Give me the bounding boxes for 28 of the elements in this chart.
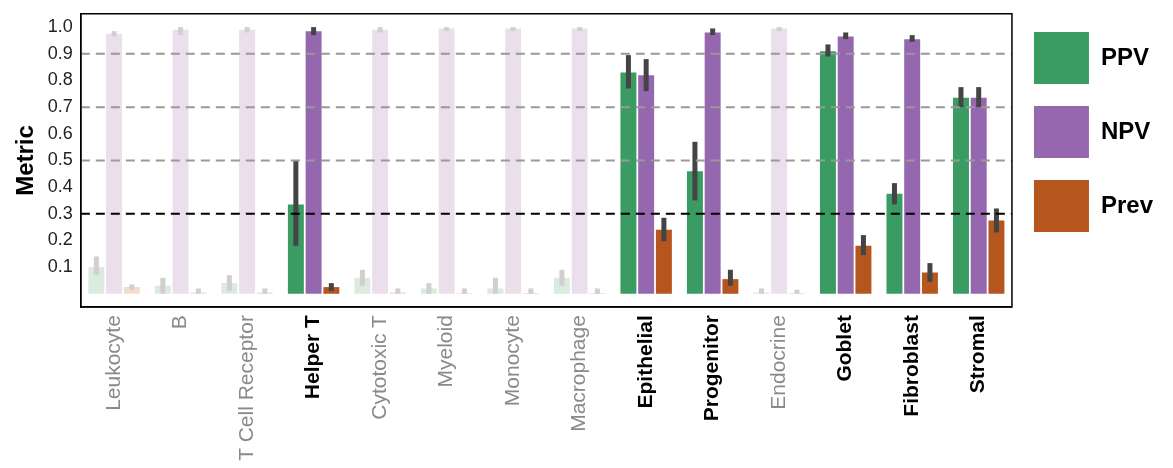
x-tick-label: Stromal (965, 315, 989, 394)
x-tick-label: Cytotoxic T (366, 314, 390, 420)
x-tick-label: T Cell Receptor (233, 315, 257, 461)
y-tick-label: 1.0 (47, 16, 73, 37)
x-tick-label: Epithelial (632, 315, 656, 409)
x-tick-label: Fibroblast (898, 315, 922, 417)
y-tick-label: 0.8 (47, 69, 73, 90)
y-tick-label: 0.2 (47, 229, 73, 250)
legend-label: Prev (1100, 190, 1154, 218)
x-tick-label: Macrophage (566, 315, 590, 432)
legend-label: PPV (1100, 42, 1149, 70)
x-tick-label: Leukocyte (100, 315, 124, 411)
x-tick-label: Goblet (832, 315, 856, 382)
y-tick-label: 0.9 (47, 42, 73, 63)
legend-label: NPV (1100, 116, 1151, 144)
x-tick-label: Monocyte (499, 315, 523, 407)
y-tick-label: 0.3 (47, 202, 73, 223)
y-tick-label: 0.6 (47, 122, 73, 143)
y-tick-label: 0.1 (47, 256, 73, 277)
x-tick-label: Helper T (300, 314, 324, 400)
x-tick-label: Myeloid (433, 315, 457, 388)
x-tick-label: Progenitor (699, 315, 723, 422)
x-tick-label: B (167, 315, 191, 330)
y-tick-label: 0.5 (47, 149, 73, 170)
y-axis-title: Metric (11, 125, 39, 196)
y-tick-label: 0.4 (47, 176, 73, 197)
x-tick-label: Endocrine (765, 315, 789, 410)
y-tick-label: 0.7 (47, 96, 73, 117)
